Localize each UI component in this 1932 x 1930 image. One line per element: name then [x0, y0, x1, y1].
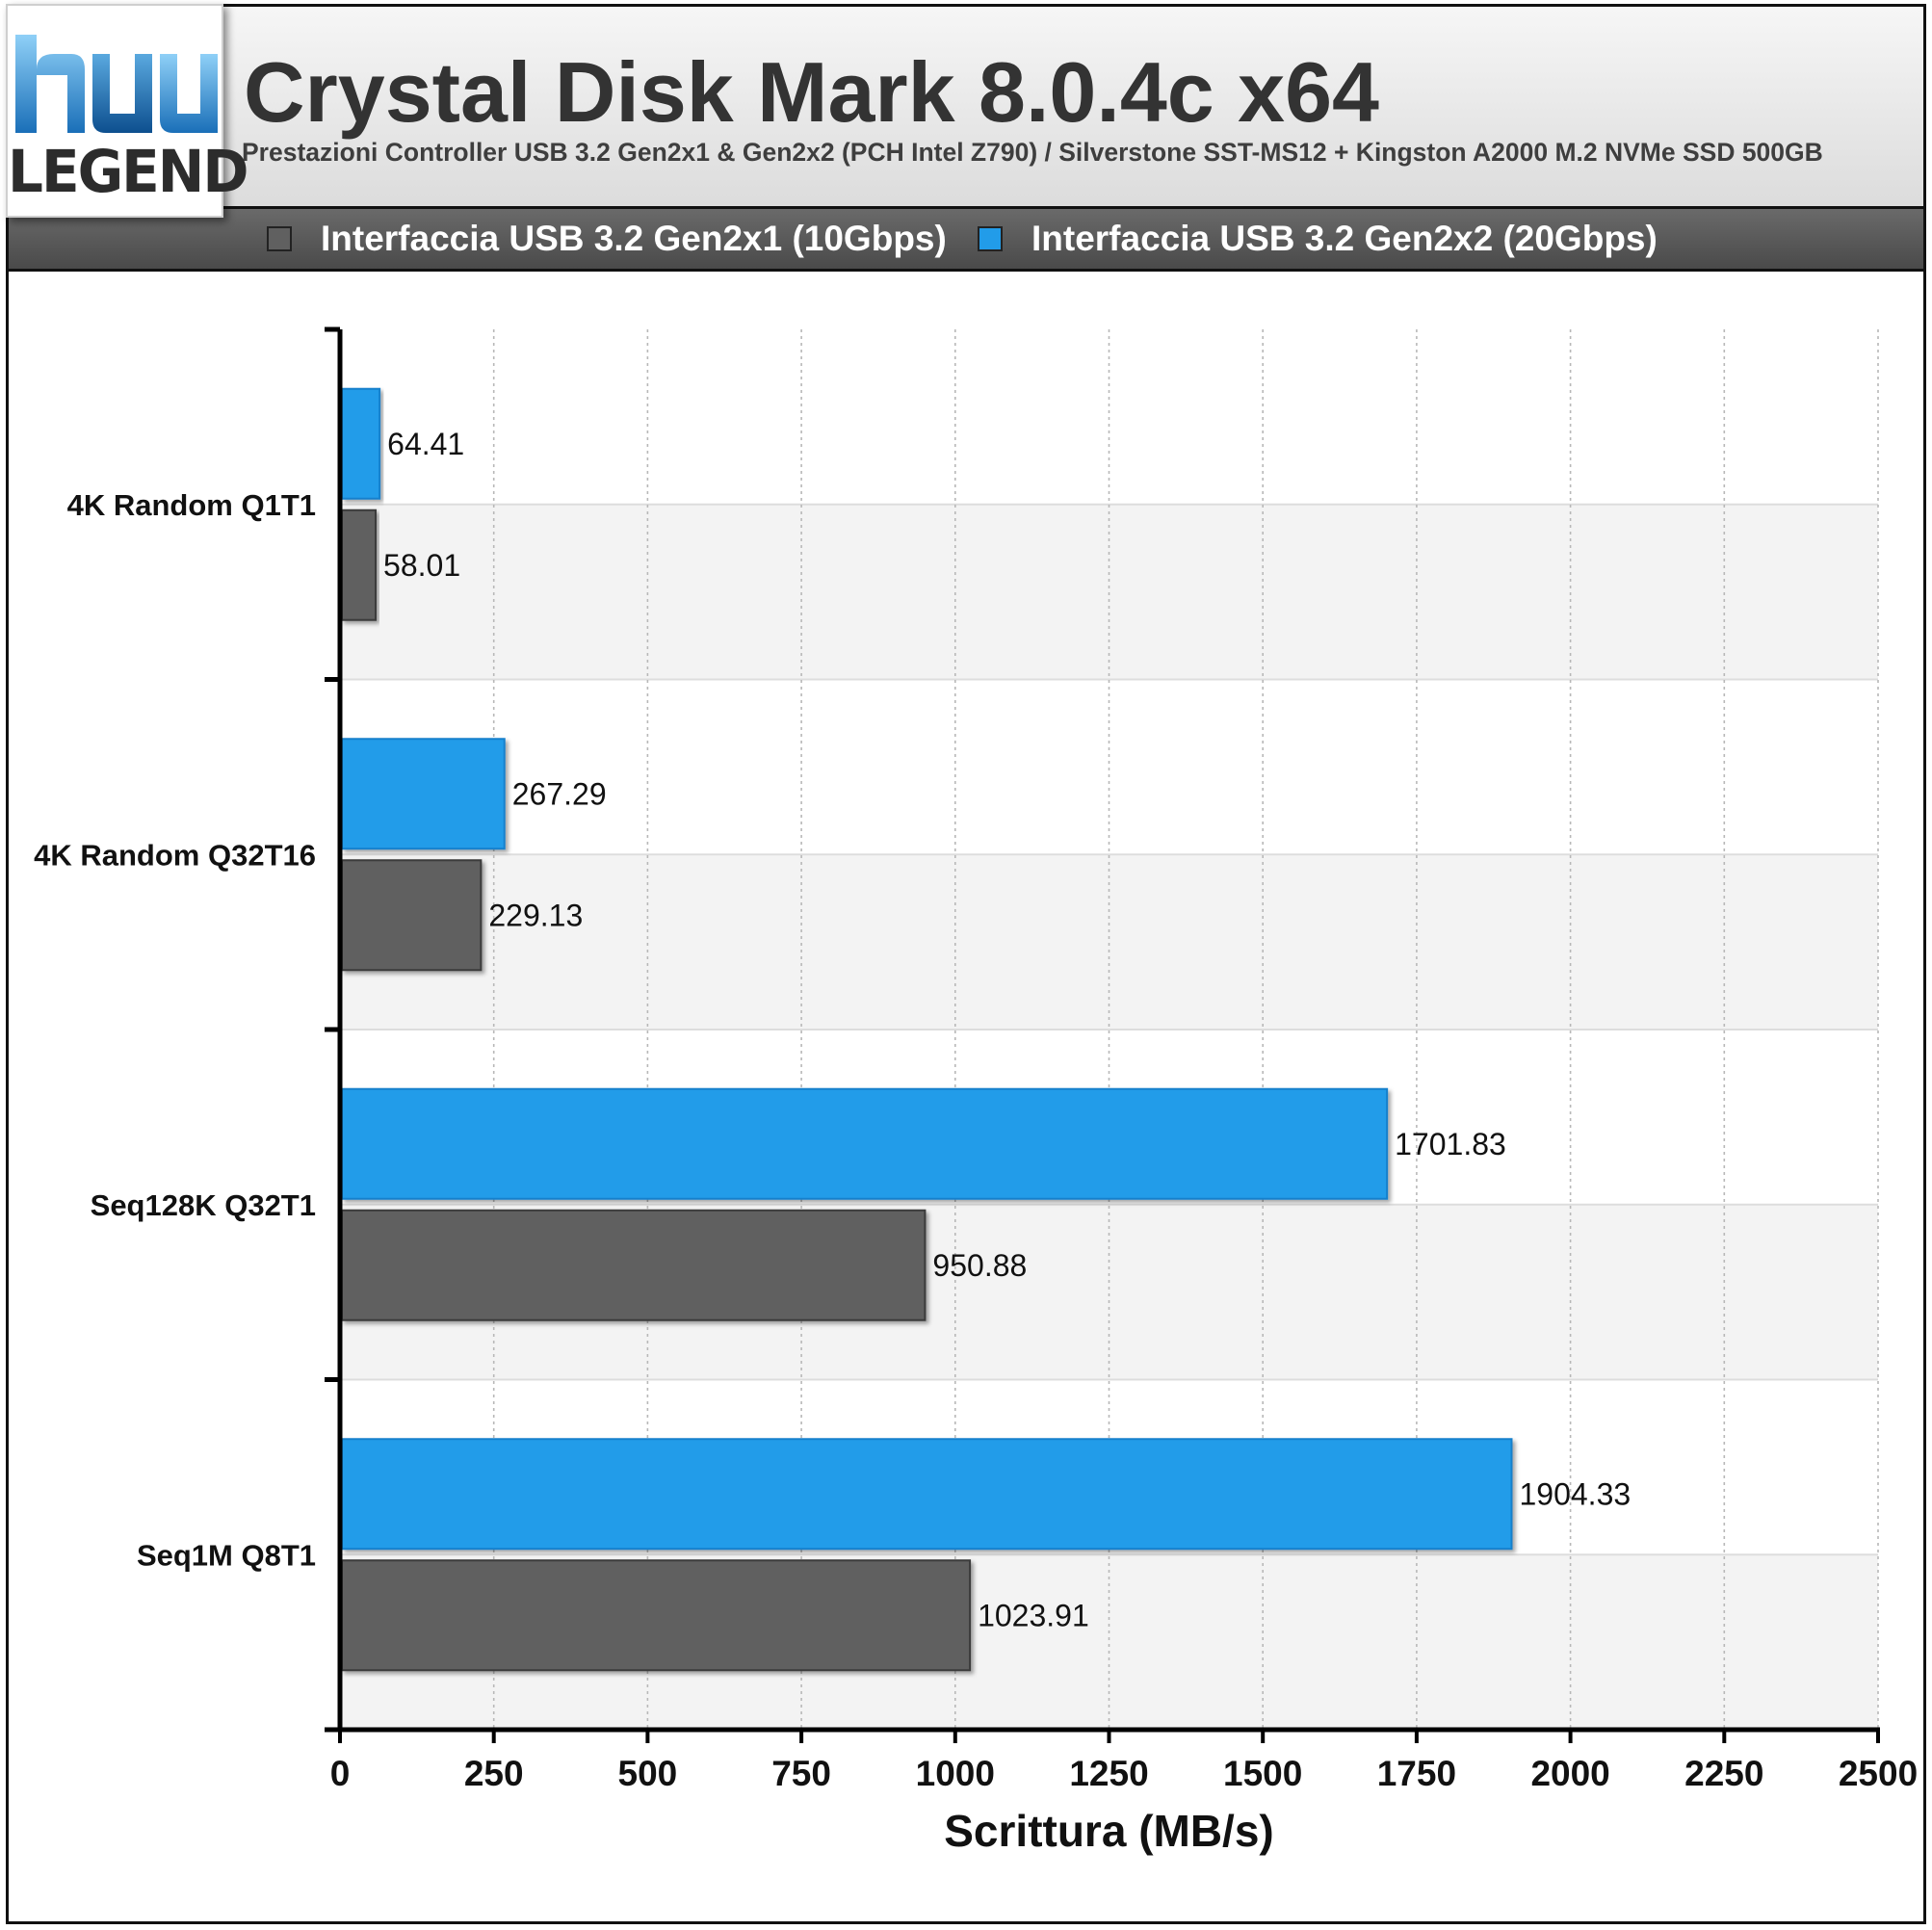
bar-gen2x2-0	[341, 387, 381, 500]
category-label: 4K Random Q1T1	[67, 488, 316, 522]
data-label: 1701.83	[1395, 1127, 1506, 1161]
chart-subtitle: Prestazioni Controller USB 3.2 Gen2x1 & …	[242, 138, 1823, 167]
chart-header: Crystal Disk Mark 8.0.4c x64 Prestazioni…	[6, 4, 1926, 206]
x-tick-label: 2000	[1530, 1754, 1609, 1793]
legend-label-gen2x1: Interfaccia USB 3.2 Gen2x1 (10Gbps)	[321, 219, 947, 258]
category-label: 4K Random Q32T16	[34, 838, 316, 872]
data-label: 64.41	[387, 427, 464, 461]
logo: LEGEND	[6, 4, 249, 218]
bar-gen2x1-2	[341, 1209, 927, 1321]
plot-band-shade	[340, 854, 1878, 1030]
legend: Interfaccia USB 3.2 Gen2x1 (10Gbps) Inte…	[6, 206, 1926, 272]
logo-mark	[15, 35, 218, 133]
legend-swatch-gen2x2	[978, 226, 1003, 251]
bar-gen2x2-1	[341, 738, 506, 850]
x-tick-label: 1500	[1223, 1754, 1302, 1793]
chart-title: Crystal Disk Mark 8.0.4c x64	[244, 44, 1379, 140]
category-label: Seq1M Q8T1	[137, 1538, 316, 1572]
x-tick-label: 750	[771, 1754, 831, 1793]
legend-item-gen2x2: Interfaccia USB 3.2 Gen2x2 (20Gbps)	[978, 209, 1658, 269]
legend-label-gen2x2: Interfaccia USB 3.2 Gen2x2 (20Gbps)	[1031, 219, 1658, 258]
bar-gen2x1-3	[341, 1559, 972, 1672]
bar-gen2x2-2	[341, 1087, 1389, 1200]
x-tick-label: 500	[618, 1754, 678, 1793]
data-label: 58.01	[383, 548, 460, 583]
x-tick-label: 2250	[1684, 1754, 1763, 1793]
x-tick-label: 250	[464, 1754, 524, 1793]
data-label: 1023.91	[978, 1598, 1089, 1632]
x-axis-title: Scrittura (MB/s)	[944, 1806, 1273, 1856]
bar-gen2x1-1	[341, 859, 483, 972]
x-tick-label: 1750	[1377, 1754, 1456, 1793]
logo-text: LEGEND	[8, 137, 249, 206]
data-label: 229.13	[488, 898, 583, 932]
bar-gen2x1-0	[341, 509, 378, 621]
bar-gen2x2-3	[341, 1438, 1513, 1551]
category-label: Seq128K Q32T1	[91, 1188, 316, 1222]
x-tick-label: 1000	[916, 1754, 995, 1793]
data-label: 950.88	[932, 1248, 1027, 1283]
data-label: 267.29	[512, 776, 607, 811]
legend-item-gen2x1: Interfaccia USB 3.2 Gen2x1 (10Gbps)	[267, 209, 947, 269]
x-tick-label: 0	[330, 1754, 351, 1793]
legend-swatch-gen2x1	[267, 226, 292, 251]
data-label: 1904.33	[1519, 1476, 1631, 1511]
x-tick-label: 1250	[1069, 1754, 1148, 1793]
x-tick-label: 2500	[1839, 1754, 1918, 1793]
